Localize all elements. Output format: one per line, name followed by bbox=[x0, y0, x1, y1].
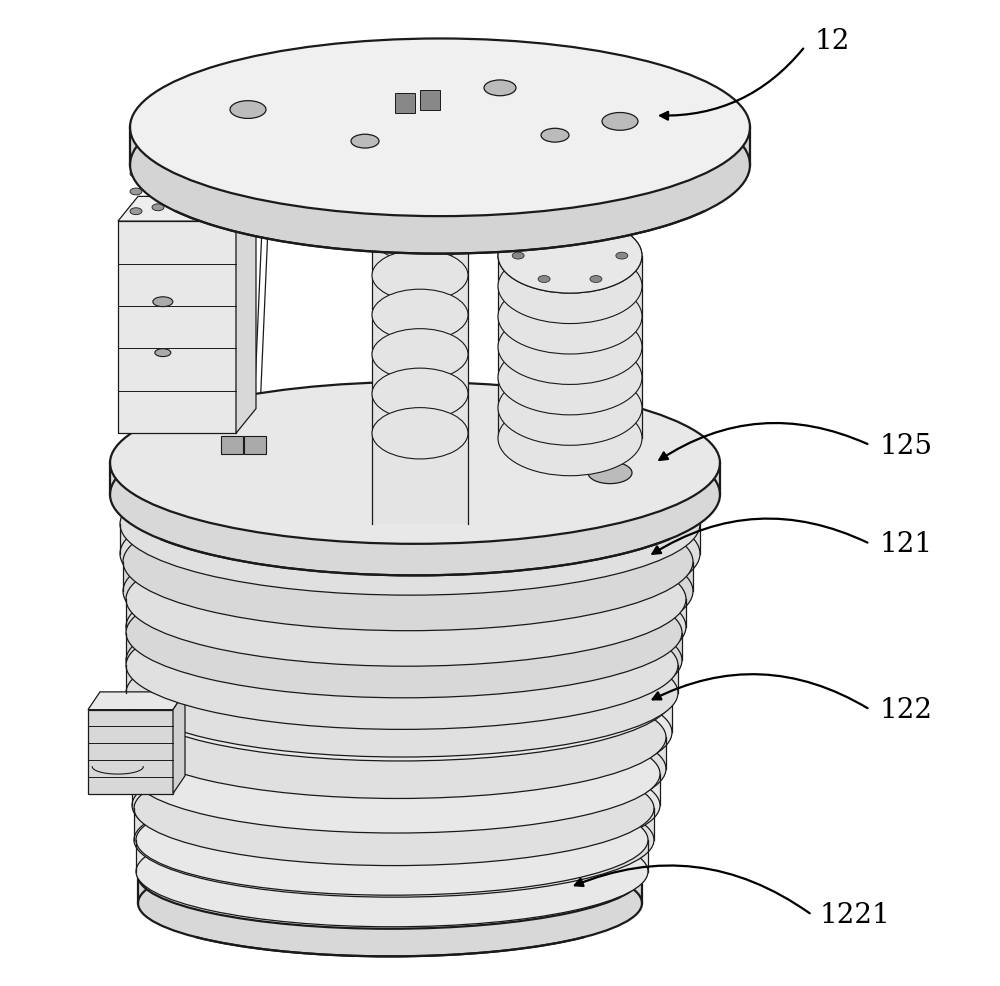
Polygon shape bbox=[134, 809, 654, 840]
Polygon shape bbox=[126, 599, 686, 627]
Polygon shape bbox=[130, 128, 750, 166]
Polygon shape bbox=[136, 840, 648, 872]
Ellipse shape bbox=[196, 183, 208, 191]
Ellipse shape bbox=[152, 167, 164, 174]
Polygon shape bbox=[110, 463, 720, 495]
Ellipse shape bbox=[512, 253, 524, 260]
Bar bbox=[420, 91, 440, 110]
Polygon shape bbox=[88, 692, 185, 710]
Ellipse shape bbox=[110, 383, 720, 544]
Bar bbox=[118, 222, 236, 434]
Polygon shape bbox=[128, 698, 672, 733]
Ellipse shape bbox=[126, 532, 686, 667]
Ellipse shape bbox=[130, 708, 666, 830]
Ellipse shape bbox=[372, 290, 468, 341]
Ellipse shape bbox=[153, 298, 173, 308]
Polygon shape bbox=[126, 633, 682, 661]
Ellipse shape bbox=[484, 81, 516, 97]
Text: 122: 122 bbox=[880, 696, 933, 724]
Polygon shape bbox=[236, 197, 256, 434]
Polygon shape bbox=[173, 692, 185, 794]
Text: 125: 125 bbox=[880, 432, 933, 459]
Polygon shape bbox=[123, 562, 693, 592]
Ellipse shape bbox=[372, 408, 468, 459]
Ellipse shape bbox=[126, 629, 678, 757]
Ellipse shape bbox=[590, 230, 602, 237]
Ellipse shape bbox=[155, 349, 171, 357]
Ellipse shape bbox=[588, 462, 632, 484]
Polygon shape bbox=[120, 525, 700, 554]
Ellipse shape bbox=[120, 454, 700, 596]
Ellipse shape bbox=[538, 276, 550, 283]
Ellipse shape bbox=[372, 369, 468, 420]
Bar bbox=[221, 437, 243, 455]
Ellipse shape bbox=[196, 204, 208, 211]
Ellipse shape bbox=[134, 751, 654, 866]
Ellipse shape bbox=[136, 785, 648, 895]
Text: 1221: 1221 bbox=[820, 901, 891, 929]
Bar bbox=[395, 94, 415, 113]
Ellipse shape bbox=[130, 39, 750, 217]
Text: 12: 12 bbox=[815, 28, 850, 55]
Polygon shape bbox=[130, 738, 666, 769]
Polygon shape bbox=[118, 197, 256, 222]
Bar bbox=[88, 710, 173, 794]
Ellipse shape bbox=[498, 219, 642, 294]
Ellipse shape bbox=[126, 601, 678, 730]
Ellipse shape bbox=[152, 204, 164, 212]
Ellipse shape bbox=[230, 102, 266, 119]
Ellipse shape bbox=[136, 816, 648, 927]
Polygon shape bbox=[138, 876, 642, 903]
Ellipse shape bbox=[498, 340, 642, 415]
Ellipse shape bbox=[132, 746, 660, 865]
Ellipse shape bbox=[538, 230, 550, 237]
Text: 121: 121 bbox=[880, 530, 933, 558]
Ellipse shape bbox=[498, 401, 642, 476]
Ellipse shape bbox=[132, 715, 660, 833]
Ellipse shape bbox=[128, 669, 672, 796]
Ellipse shape bbox=[134, 783, 654, 897]
Ellipse shape bbox=[372, 329, 468, 381]
Ellipse shape bbox=[120, 483, 700, 625]
Ellipse shape bbox=[130, 172, 142, 178]
Polygon shape bbox=[372, 158, 468, 525]
Ellipse shape bbox=[590, 276, 602, 283]
Ellipse shape bbox=[602, 113, 638, 131]
Ellipse shape bbox=[541, 129, 569, 143]
Ellipse shape bbox=[616, 253, 628, 260]
Ellipse shape bbox=[372, 250, 468, 302]
Ellipse shape bbox=[126, 596, 682, 726]
Ellipse shape bbox=[351, 135, 379, 149]
Ellipse shape bbox=[152, 185, 164, 191]
Ellipse shape bbox=[110, 414, 720, 576]
Ellipse shape bbox=[126, 560, 686, 694]
Polygon shape bbox=[498, 256, 642, 439]
Ellipse shape bbox=[498, 249, 642, 324]
Ellipse shape bbox=[498, 311, 642, 386]
Ellipse shape bbox=[126, 568, 682, 698]
Ellipse shape bbox=[130, 77, 750, 254]
Polygon shape bbox=[126, 666, 678, 693]
Ellipse shape bbox=[123, 493, 693, 631]
Ellipse shape bbox=[138, 850, 642, 956]
Ellipse shape bbox=[372, 172, 468, 223]
Ellipse shape bbox=[174, 202, 186, 210]
Ellipse shape bbox=[130, 676, 666, 799]
Ellipse shape bbox=[372, 211, 468, 262]
Ellipse shape bbox=[128, 635, 672, 761]
Ellipse shape bbox=[174, 182, 186, 189]
Ellipse shape bbox=[498, 371, 642, 446]
Bar bbox=[244, 437, 266, 455]
Ellipse shape bbox=[123, 523, 693, 661]
Ellipse shape bbox=[498, 280, 642, 355]
Ellipse shape bbox=[138, 822, 642, 929]
Ellipse shape bbox=[130, 188, 142, 195]
Ellipse shape bbox=[130, 208, 142, 216]
Polygon shape bbox=[132, 774, 660, 806]
Ellipse shape bbox=[498, 219, 642, 294]
Ellipse shape bbox=[372, 132, 468, 183]
